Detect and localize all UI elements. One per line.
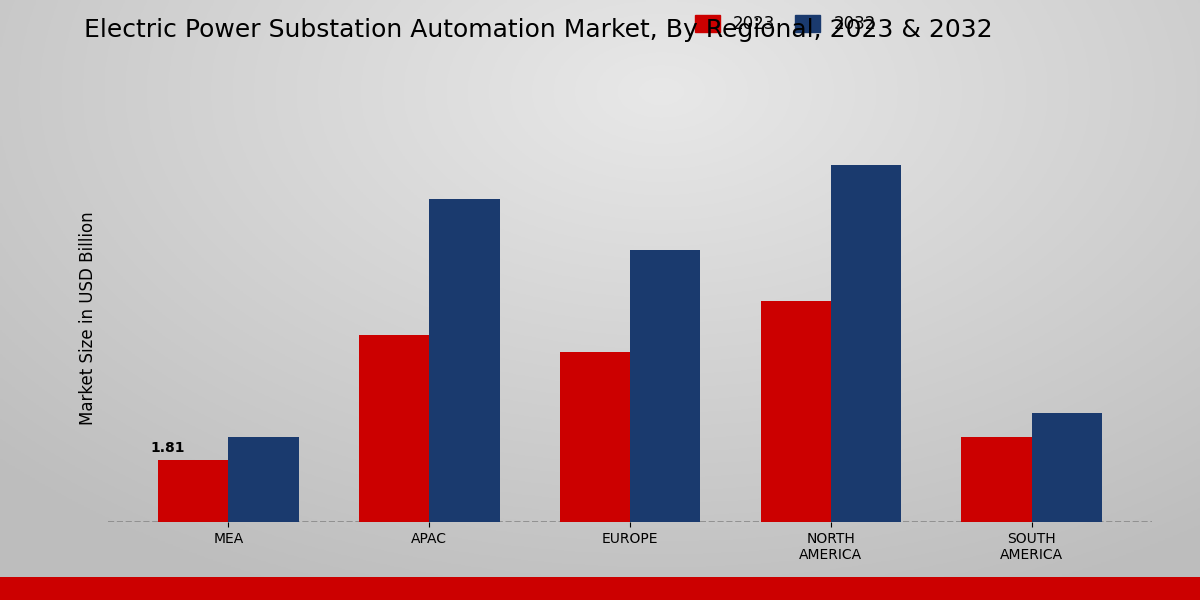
Bar — [961, 437, 1032, 522]
Bar — [430, 199, 499, 522]
Text: Electric Power Substation Automation Market, By Regional, 2023 & 2032: Electric Power Substation Automation Mar… — [84, 18, 992, 42]
Bar — [761, 301, 830, 522]
Bar — [228, 437, 299, 522]
Y-axis label: Market Size in USD Billion: Market Size in USD Billion — [79, 211, 97, 425]
Bar — [359, 335, 430, 522]
Bar — [630, 250, 701, 522]
Bar — [158, 460, 228, 522]
Bar — [830, 165, 901, 522]
Text: 1.81: 1.81 — [151, 442, 185, 455]
Legend: 2023, 2032: 2023, 2032 — [688, 8, 883, 40]
Bar — [1032, 413, 1102, 522]
Bar — [559, 352, 630, 522]
